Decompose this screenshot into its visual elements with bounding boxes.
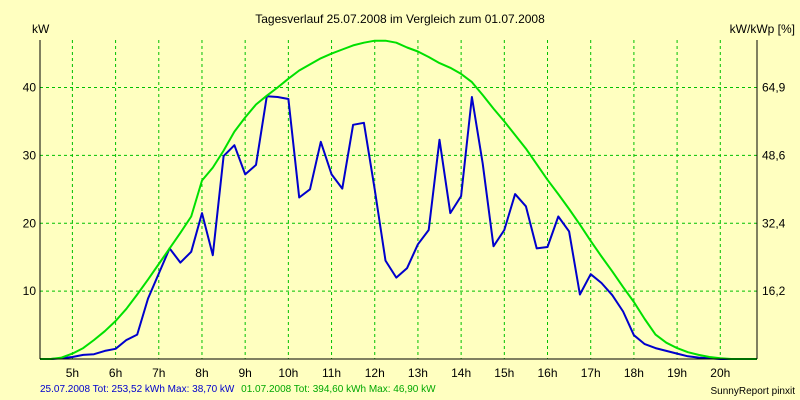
x-tick-label: 10h (278, 366, 298, 380)
legend-series-1: 25.07.2008 Tot: 253,52 kWh Max: 38,70 kW (40, 384, 235, 395)
y-axis-right-label: kW/kWp [%] (730, 22, 795, 36)
x-tick-label: 18h (624, 366, 644, 380)
x-tick-label: 9h (238, 366, 251, 380)
y-axis-right-ticks: 16,2 32,4 48,6 64,9 (762, 81, 786, 299)
grid (40, 40, 757, 359)
y-right-tick-label: 32,4 (762, 216, 786, 230)
y-left-tick-label: 10 (23, 284, 37, 298)
x-tick-label: 14h (451, 366, 471, 380)
y-axis-left-ticks: 10 20 30 40 (23, 81, 37, 299)
x-tick-label: 8h (195, 366, 208, 380)
chart-title: Tagesverlauf 25.07.2008 im Vergleich zum… (255, 12, 545, 26)
x-tick-label: 15h (494, 366, 514, 380)
legend-series-2: 01.07.2008 Tot: 394,60 kWh Max: 46,90 kW (241, 384, 436, 395)
y-right-tick-label: 16,2 (762, 284, 786, 298)
x-tick-label: 16h (537, 366, 557, 380)
y-left-tick-label: 20 (23, 216, 37, 230)
y-left-tick-label: 40 (23, 81, 37, 95)
y-axis-left-label: kW (32, 22, 50, 36)
x-tick-label: 12h (365, 366, 385, 380)
series-line-2 (40, 39, 757, 360)
x-tick-label: 11h (322, 366, 341, 380)
x-tick-label: 6h (109, 366, 122, 380)
x-tick-label: 17h (581, 366, 601, 380)
y-right-tick-label: 64,9 (762, 81, 786, 95)
axes (39, 40, 758, 360)
x-axis-ticks: 5h 6h 7h 8h 9h 10h 11h 12h 13h 14h 15h 16h 17h 18h 19h… (66, 366, 731, 380)
x-tick-label: 7h (152, 366, 165, 380)
x-tick-label: 13h (408, 366, 428, 380)
series-lines (40, 39, 757, 360)
y-right-tick-label: 48,6 (762, 148, 786, 162)
y-left-tick-label: 30 (23, 148, 37, 162)
credit-text: SunnyReport pinxit (711, 386, 796, 397)
x-tick-label: 20h (710, 366, 730, 380)
series-line-1 (40, 95, 757, 360)
footer-legend: 25.07.2008 Tot: 253,52 kWh Max: 38,70 kW… (40, 384, 436, 395)
x-tick-label: 19h (667, 366, 687, 380)
x-tick-label: 5h (66, 366, 79, 380)
